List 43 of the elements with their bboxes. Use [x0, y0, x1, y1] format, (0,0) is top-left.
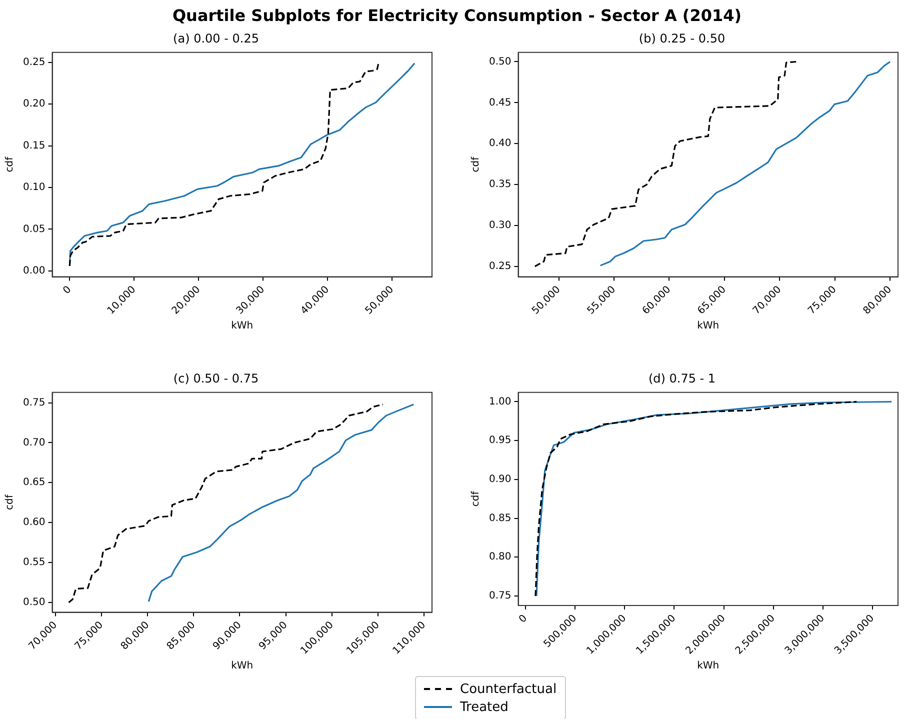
- y-axis-title: cdf: [4, 494, 16, 510]
- y-tick-label: 0.90: [489, 474, 512, 486]
- y-tick-label: 0.40: [489, 138, 512, 150]
- x-tick-label: 0: [517, 612, 530, 626]
- y-tick-label: 0.80: [489, 552, 512, 563]
- legend-label: Counterfactual: [460, 682, 557, 696]
- y-tick-label: 0.60: [23, 517, 46, 528]
- x-tick-label: 0: [61, 284, 74, 296]
- y-axis-title: cdf: [4, 156, 16, 172]
- y-tick-label: 0.65: [23, 477, 46, 488]
- y-tick-label: 0.10: [23, 182, 46, 194]
- line-series: [534, 60, 797, 268]
- chart-title: (d) 0.75 - 1: [648, 371, 716, 386]
- y-tick-label: 0.15: [23, 140, 46, 152]
- y-tick-label: 0.55: [23, 557, 46, 568]
- y-tick-label: 0.25: [23, 57, 46, 68]
- y-tick-label: 0.45: [489, 97, 512, 108]
- line-series: [68, 404, 384, 604]
- y-tick-label: 0.75: [489, 590, 512, 602]
- y-axis-title: cdf: [470, 490, 482, 507]
- y-tick-label: 0.25: [489, 260, 512, 272]
- y-tick-label: 0.00: [23, 266, 46, 277]
- chart-subtitle: (a) 0.00 - 0.25: [173, 31, 259, 46]
- y-tick-label: 0.35: [489, 179, 512, 190]
- y-tick-label: 0.70: [23, 437, 46, 448]
- y-tick-label: 0.05: [23, 224, 46, 235]
- y-tick-label: 1.00: [489, 396, 512, 408]
- y-tick-label: 0.95: [489, 435, 512, 446]
- x-axis-title: kWh: [231, 320, 254, 332]
- y-tick-label: 0.50: [23, 597, 46, 608]
- y-axis-title: cdf: [470, 156, 482, 172]
- chart-title: (b) 0.25 - 0.50: [638, 31, 726, 46]
- y-tick-label: 0.20: [23, 98, 46, 110]
- y-tick-label: 0.75: [23, 397, 46, 408]
- x-axis-title: kWh: [697, 660, 720, 672]
- legend-label: Treated: [460, 700, 508, 714]
- y-tick-label: 0.85: [489, 512, 512, 524]
- x-axis-title: kWh: [697, 320, 720, 332]
- y-tick-label: 0.50: [489, 56, 512, 68]
- chart-title: (c) 0.50 - 0.75: [173, 371, 259, 386]
- y-tick-label: 0.30: [489, 220, 512, 232]
- x-axis-title: kWh: [231, 660, 254, 672]
- chart-title: Quartile Subplots for Electricity Consumption - Sector A (2014): [171, 6, 743, 25]
